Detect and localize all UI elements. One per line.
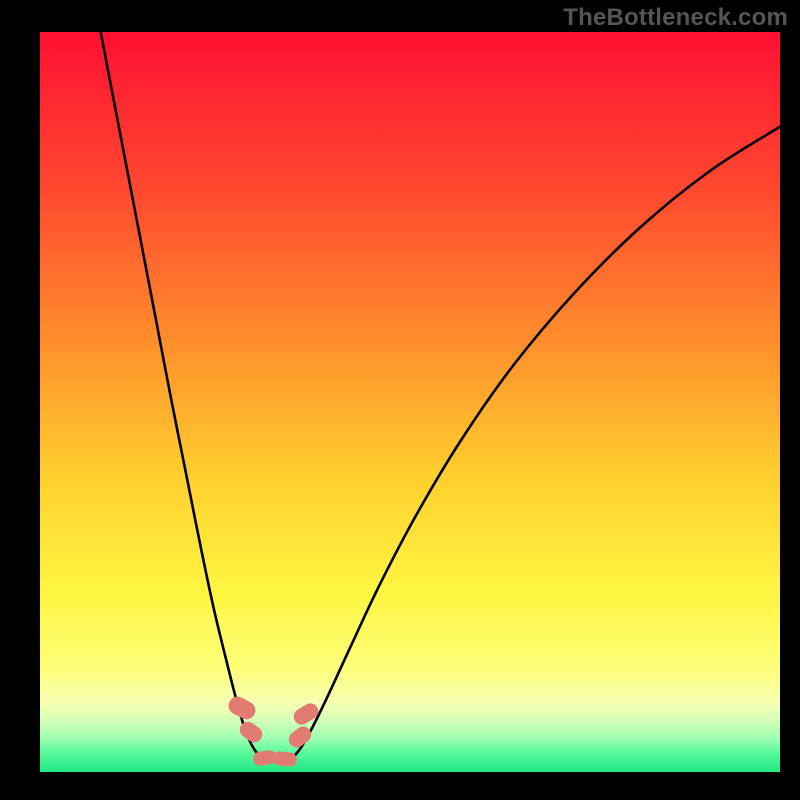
watermark-text: TheBottleneck.com — [563, 4, 788, 32]
plot-area — [40, 32, 780, 772]
stage: TheBottleneck.com — [0, 0, 800, 800]
plot-background-gradient — [40, 32, 780, 772]
